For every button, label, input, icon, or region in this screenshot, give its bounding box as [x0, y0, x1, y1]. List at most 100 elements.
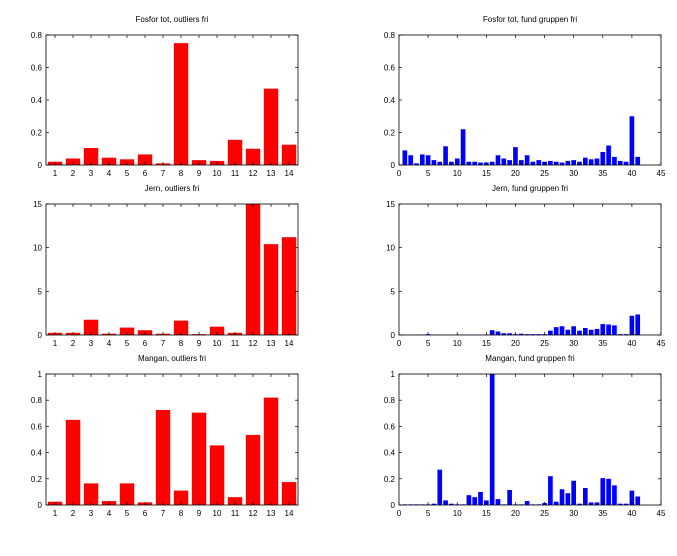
bar: [443, 146, 448, 165]
y-tick-label: 0: [38, 331, 43, 340]
x-tick-label: 1: [53, 339, 58, 348]
bar: [577, 503, 582, 505]
x-tick-label: 5: [125, 169, 130, 178]
bar: [577, 161, 582, 165]
y-tick-label: 0: [391, 161, 396, 170]
x-tick-label: 0: [397, 509, 402, 518]
x-tick-label: 4: [107, 169, 112, 178]
x-tick-label: 13: [267, 339, 276, 348]
chart-title: Mangan, fund gruppen fri: [485, 354, 575, 363]
chart-title: Jern, outliers fri: [145, 184, 200, 193]
bar: [507, 333, 512, 335]
bar: [524, 501, 530, 505]
y-tick-label: 0.4: [31, 96, 43, 105]
x-tick-label: 3: [89, 169, 94, 178]
x-tick-label: 5: [426, 339, 431, 348]
bar: [577, 330, 582, 335]
bar: [629, 490, 635, 505]
bar: [431, 503, 437, 505]
bar: [454, 158, 460, 165]
y-tick-label: 0.6: [384, 422, 396, 431]
y-tick-label: 0.4: [384, 449, 396, 458]
y-tick-label: 0.6: [384, 64, 396, 73]
x-tick-label: 6: [143, 339, 148, 348]
y-tick-label: 0.2: [31, 475, 43, 484]
x-tick-label: 9: [197, 509, 202, 518]
bar: [530, 334, 536, 335]
bar: [536, 334, 542, 335]
y-tick-label: 5: [391, 287, 396, 296]
bar: [263, 244, 279, 335]
bar: [623, 503, 629, 505]
bar: [565, 329, 571, 335]
bar: [582, 487, 588, 505]
y-tick-label: 0.8: [31, 31, 43, 40]
axes-box: [45, 373, 299, 506]
bar: [245, 148, 261, 165]
y-tick-label: 0.6: [31, 64, 43, 73]
bar: [600, 478, 606, 505]
x-tick-label: 12: [249, 169, 258, 178]
bar: [263, 397, 279, 505]
bar: [617, 160, 623, 165]
chart-title: Fosfor tot, fund gruppen fri: [483, 15, 577, 24]
x-tick-label: 12: [249, 339, 258, 348]
bar: [478, 162, 483, 165]
chart-title: Fosfor tot, outliers fri: [136, 15, 209, 24]
bar: [137, 154, 153, 165]
bar: [559, 162, 565, 165]
bar: [437, 161, 443, 165]
x-tick-label: 30: [569, 509, 578, 518]
axes-box: [398, 34, 662, 166]
bar: [173, 43, 189, 166]
bar: [594, 158, 600, 165]
bar: [565, 493, 571, 505]
bar: [501, 158, 507, 165]
x-tick-label: 11: [231, 509, 240, 518]
bar: [489, 161, 495, 165]
x-tick-label: 5: [426, 509, 431, 518]
bar: [245, 434, 261, 505]
bar: [472, 497, 478, 505]
axes-box: [398, 373, 662, 506]
bar: [524, 334, 530, 335]
bar: [173, 490, 189, 505]
y-tick-label: 0: [391, 331, 396, 340]
subplot-4: 0 5 10 15 20 25 30 35 40 45 0 5 10 15 Jern, fund grupp…: [386, 184, 666, 348]
x-tick-label: 11: [231, 339, 240, 348]
bar: [495, 155, 501, 165]
x-tick-label: 1: [53, 169, 58, 178]
bar: [635, 314, 641, 335]
y-tick-label: 0.6: [31, 422, 43, 431]
x-tick-label: 6: [143, 509, 148, 518]
y-tick-label: 0: [391, 501, 396, 510]
bar: [600, 324, 606, 335]
y-tick-label: 0.2: [384, 129, 396, 138]
bar: [623, 161, 629, 165]
bar: [245, 204, 261, 335]
bar: [600, 152, 606, 165]
bar: [559, 326, 565, 335]
bar: [501, 333, 507, 335]
bar: [594, 328, 600, 335]
x-tick-label: 20: [511, 339, 520, 348]
y-tick-label: 10: [33, 244, 42, 253]
bar: [449, 161, 454, 165]
x-tick-label: 2: [71, 169, 76, 178]
bar: [635, 156, 641, 166]
x-tick-label: 0: [397, 339, 402, 348]
y-tick-label: 0.4: [31, 449, 43, 458]
subplot-2: 0 5 10 15 20 25 30 35 40 45 0 0.2 0.4 0.6 0.8 Fosfor to…: [384, 15, 666, 178]
bar: [548, 160, 553, 165]
bar: [227, 139, 243, 165]
x-tick-label: 5: [125, 509, 130, 518]
bar: [518, 333, 524, 335]
bar: [478, 491, 483, 505]
x-tick-label: 10: [213, 509, 222, 518]
x-tick-label: 8: [179, 339, 184, 348]
x-tick-label: 45: [657, 509, 666, 518]
bar: [281, 482, 297, 505]
x-tick-label: 7: [161, 509, 166, 518]
y-tick-label: 0.4: [384, 96, 396, 105]
